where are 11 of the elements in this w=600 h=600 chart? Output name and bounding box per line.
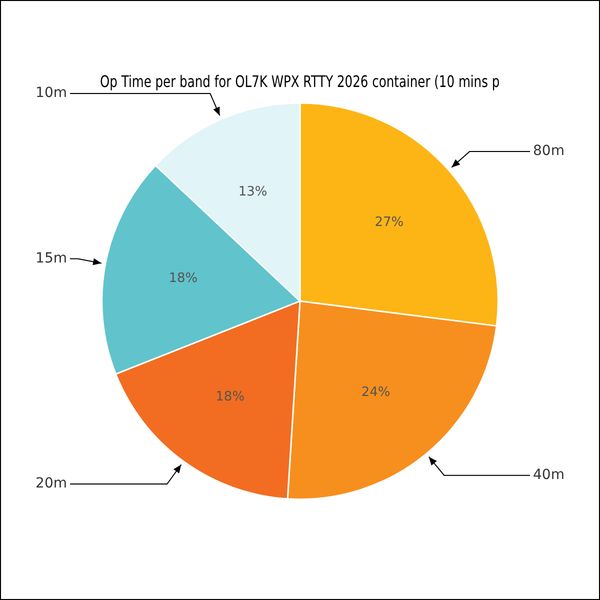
data-label: 24% — [361, 385, 390, 400]
slice-label: 20m — [36, 476, 67, 492]
slice-label: 15m — [36, 250, 67, 266]
data-label: 18% — [216, 390, 245, 405]
data-label: 27% — [374, 214, 404, 230]
data-label: 13% — [238, 184, 268, 200]
slice-label: 10m — [36, 85, 67, 102]
data-label: 18% — [168, 271, 198, 286]
chart-title: Op Time per band for OL7K WPX RTTY 2026 container (10 mins p — [100, 73, 500, 92]
slice-label: 80m — [533, 143, 564, 160]
slice-label: 40m — [533, 466, 564, 483]
